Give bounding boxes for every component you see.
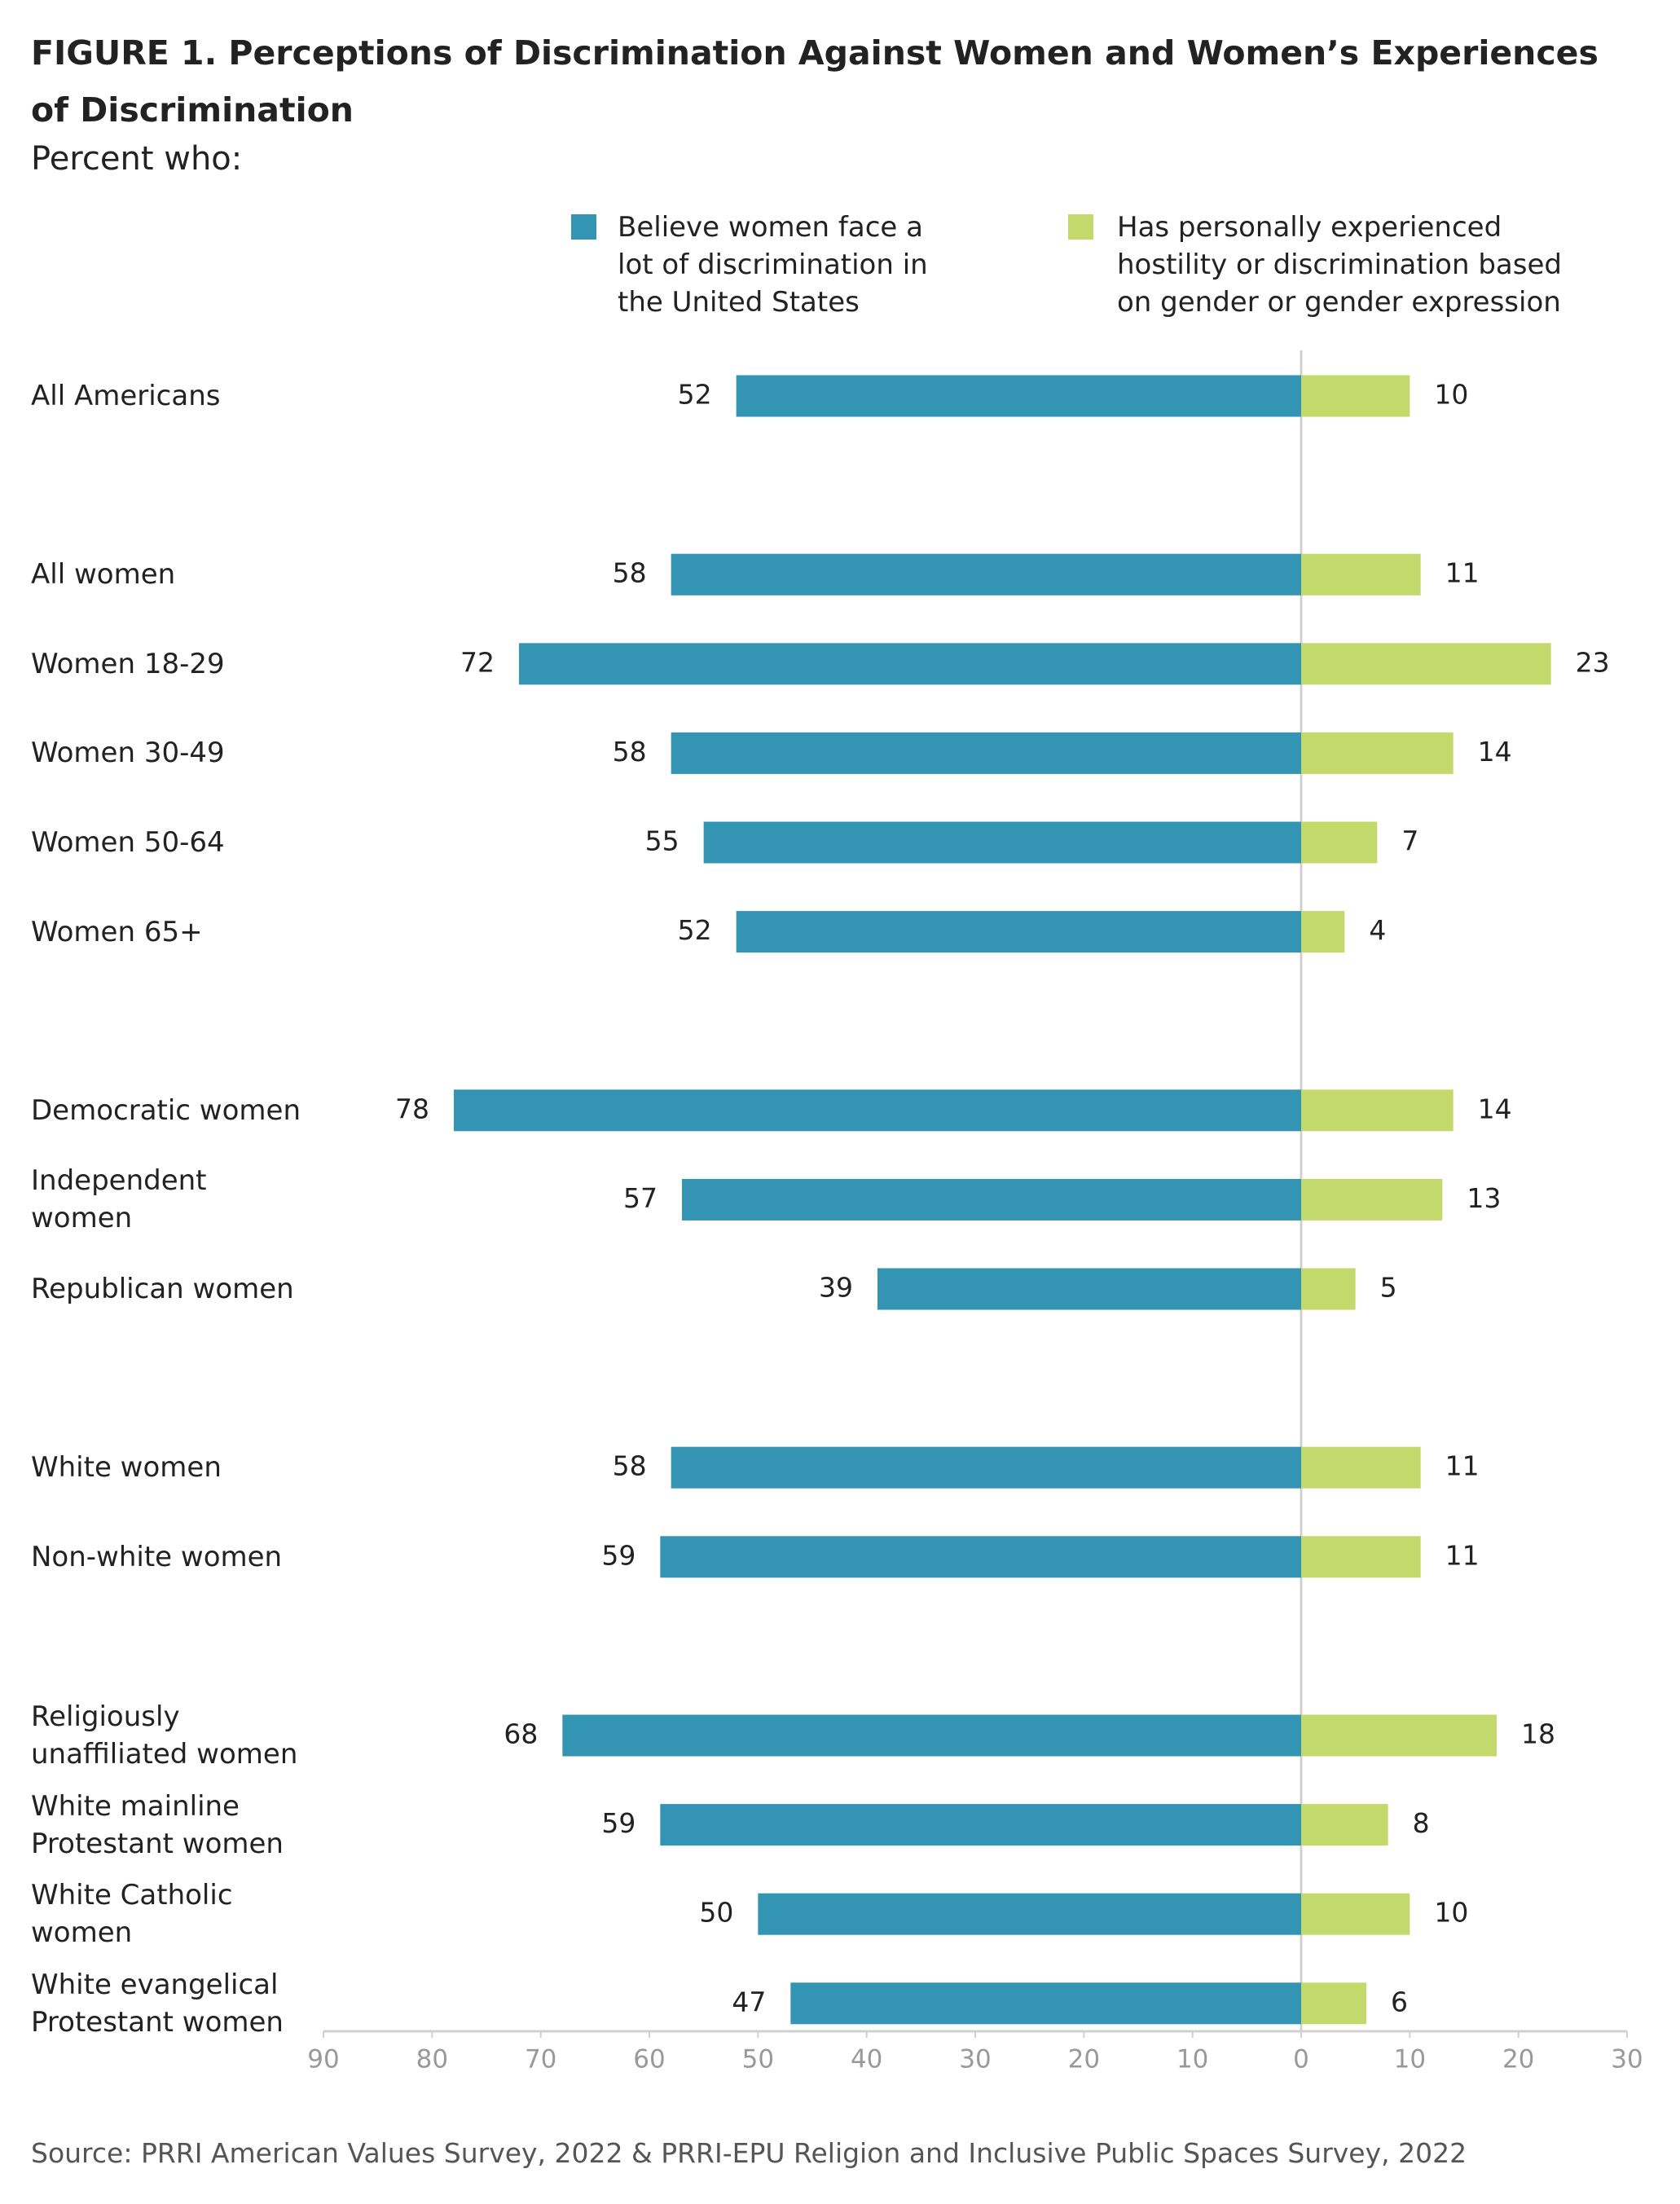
category-label: Democratic women [31, 1093, 301, 1127]
bar [1301, 553, 1421, 596]
value-label: 13 [1467, 1182, 1501, 1214]
value-label: 57 [623, 1182, 657, 1214]
value-label: 39 [819, 1272, 853, 1304]
category-label: White mainline Protestant women [31, 1789, 284, 1860]
bar [1301, 1268, 1356, 1310]
value-label: 14 [1478, 736, 1512, 768]
value-label: 7 [1401, 825, 1418, 857]
source: Source: PRRI American Values Survey, 202… [31, 2137, 1467, 2169]
value-label: 14 [1478, 1093, 1512, 1124]
category-label: All women [31, 558, 176, 592]
legend-swatch [571, 214, 596, 240]
bar [1301, 1804, 1388, 1846]
value-label: 10 [1434, 1897, 1468, 1929]
bar [1301, 375, 1410, 417]
value-label: 78 [395, 1093, 429, 1124]
bar [1301, 1446, 1421, 1489]
bar [1301, 1536, 1421, 1578]
bar [1301, 1893, 1410, 1935]
bar [758, 1893, 1301, 1935]
x-tick-label: 30 [1611, 2045, 1643, 2074]
x-tick-label: 40 [851, 2045, 882, 2074]
category-label: Women 30-49 [31, 737, 225, 770]
value-label: 58 [613, 736, 647, 768]
bar [660, 1536, 1301, 1578]
bar [1301, 1178, 1443, 1221]
value-label: 55 [645, 825, 679, 857]
x-tick-label: 10 [1176, 2045, 1208, 2074]
value-label: 10 [1434, 379, 1468, 411]
bar [682, 1178, 1301, 1221]
bar [671, 1446, 1301, 1489]
value-label: 11 [1445, 557, 1480, 589]
x-tick-label: 60 [633, 2045, 665, 2074]
value-label: 47 [732, 1986, 766, 2017]
category-label: White Catholic women [31, 1879, 233, 1950]
x-tick-label: 80 [416, 2045, 448, 2074]
chart-title: FIGURE 1. Perceptions of Discrimination … [31, 33, 1599, 130]
x-tick-label: 50 [742, 2045, 774, 2074]
category-label: Non-white women [31, 1540, 283, 1573]
value-label: 58 [613, 557, 647, 589]
bar [1301, 1089, 1454, 1132]
value-label: 5 [1380, 1272, 1397, 1304]
value-label: 52 [678, 914, 712, 946]
value-label: 52 [678, 379, 712, 411]
category-label: White evangelical Protestant women [31, 1968, 284, 2039]
bar [660, 1804, 1301, 1846]
value-label: 50 [699, 1897, 733, 1929]
category-label: All Americans [31, 380, 221, 412]
bar [562, 1714, 1301, 1757]
legend-label: Believe women face a lot of discriminati… [618, 211, 928, 319]
bar [736, 375, 1301, 417]
value-label: 11 [1445, 1450, 1480, 1482]
x-tick-label: 20 [1502, 2045, 1534, 2074]
bar [703, 821, 1301, 864]
legend-swatch [1068, 214, 1093, 240]
category-label: Republican women [31, 1273, 294, 1305]
value-label: 18 [1521, 1718, 1555, 1750]
x-tick-label: 30 [959, 2045, 991, 2074]
bar [1301, 1982, 1366, 2025]
x-tick-label: 20 [1068, 2045, 1100, 2074]
value-label: 11 [1445, 1539, 1480, 1571]
category-label: Women 50-64 [31, 826, 225, 859]
bar [736, 911, 1301, 953]
value-label: 4 [1369, 914, 1386, 946]
value-label: 58 [613, 1450, 647, 1482]
value-label: 68 [504, 1718, 538, 1750]
category-label: White women [31, 1451, 222, 1485]
bar [1301, 821, 1378, 864]
bar [1301, 643, 1551, 685]
x-tick-label: 90 [307, 2045, 339, 2074]
bar [454, 1089, 1301, 1132]
value-label: 59 [601, 1539, 635, 1571]
subtitle: Percent who: [31, 140, 243, 178]
category-label: Women 18-29 [31, 647, 225, 680]
bar [671, 732, 1301, 774]
bar [877, 1268, 1301, 1310]
category-label: Women 65+ [31, 915, 203, 948]
legend-label: Has personally experienced hostility or … [1117, 211, 1562, 319]
value-label: 6 [1391, 1986, 1408, 2017]
x-tick-label: 70 [525, 2045, 556, 2074]
bar [1301, 911, 1345, 953]
value-label: 59 [601, 1807, 635, 1839]
value-label: 8 [1413, 1807, 1430, 1839]
bar [790, 1982, 1301, 2025]
value-label: 23 [1576, 646, 1610, 678]
x-tick-label: 10 [1394, 2045, 1426, 2074]
bar [1301, 732, 1454, 774]
value-label: 72 [460, 646, 495, 678]
x-tick-label: 0 [1293, 2045, 1309, 2074]
bar [519, 643, 1301, 685]
category-label: Religiously unaffiliated women [31, 1700, 298, 1771]
bar [1301, 1714, 1497, 1757]
bar [671, 553, 1301, 596]
category-label: Independent women [31, 1164, 207, 1235]
